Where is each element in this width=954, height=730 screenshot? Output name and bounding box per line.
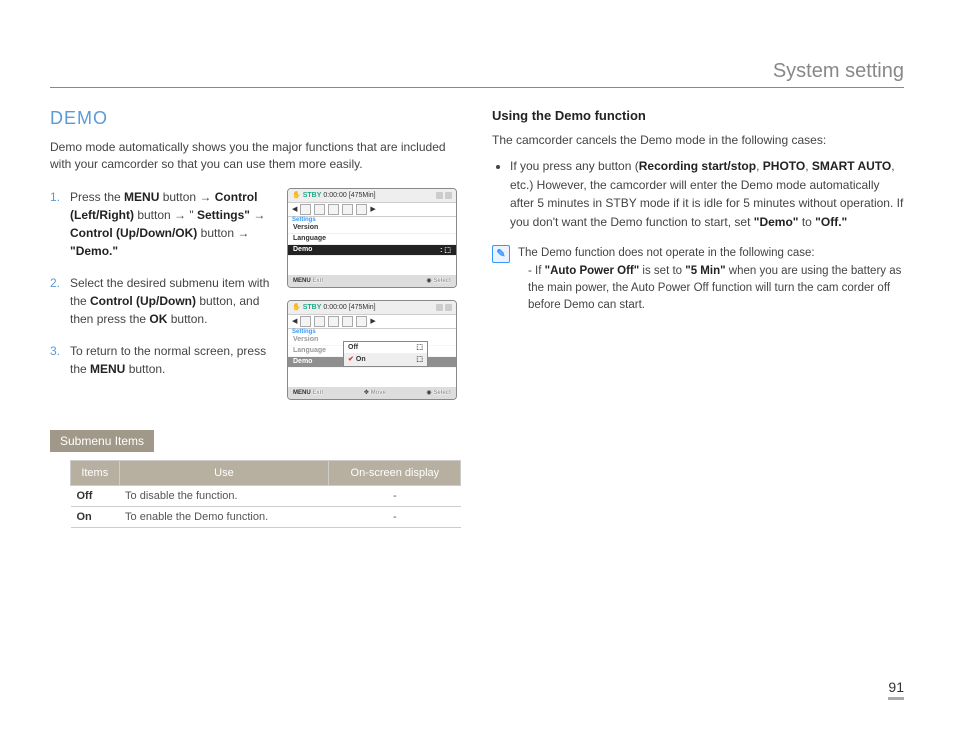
screen-tabs: ◀ ▶ bbox=[288, 203, 456, 217]
screen-previews: ✋ STBY 0:00:00 [475Min] ◀ ▶ bbox=[287, 188, 462, 400]
table-row: Off To disable the function. - bbox=[71, 485, 461, 506]
th-display: On-screen display bbox=[329, 460, 461, 485]
step-2: 2. Select the desired submenu item with … bbox=[50, 274, 277, 328]
screen-preview-2: ✋ STBY 0:00:00 [475Min] ◀ ▶ bbox=[287, 300, 457, 400]
steps-block: 1. Press the MENU button → Control (Left… bbox=[50, 188, 462, 400]
check-icon: ✔ bbox=[348, 356, 354, 363]
list-item-selected: Demo : ⬚ bbox=[288, 245, 456, 256]
tab-icon bbox=[300, 316, 311, 327]
popup-option-on: ✔On ⬚ bbox=[344, 354, 427, 366]
cell-use: To enable the Demo function. bbox=[119, 506, 329, 527]
note-intro: The Demo function does not operate in th… bbox=[518, 245, 904, 262]
stby-label: STBY bbox=[303, 304, 322, 311]
chevron-right-icon: ▶ bbox=[370, 205, 375, 213]
tab-icon bbox=[356, 316, 367, 327]
cancel-cases-para: The camcorder cancels the Demo mode in t… bbox=[492, 131, 904, 149]
step-body: Press the MENU button → Control (Left/Ri… bbox=[70, 188, 277, 260]
screen-footer: MENU Exit ✥ Move ◉ Select bbox=[288, 387, 456, 399]
step-number: 1. bbox=[50, 188, 64, 260]
submenu-items-label: Submenu Items bbox=[50, 430, 154, 452]
table-row: On To enable the Demo function. - bbox=[71, 506, 461, 527]
tab-icon bbox=[314, 204, 325, 215]
chevron-right-icon: ▶ bbox=[370, 317, 375, 325]
content-columns: DEMO Demo mode automatically shows you t… bbox=[50, 108, 904, 528]
screen-footer: MENU Exit ◉ Select bbox=[288, 275, 456, 287]
note-block: ✎ The Demo function does not operate in … bbox=[492, 245, 904, 314]
header-rule: System setting bbox=[50, 60, 904, 88]
th-items: Items bbox=[71, 460, 120, 485]
tab-icon bbox=[300, 204, 311, 215]
using-demo-heading: Using the Demo function bbox=[492, 108, 904, 123]
cell-item: On bbox=[71, 506, 120, 527]
header-title: System setting bbox=[50, 60, 904, 83]
check-icon: : ⬚ bbox=[440, 246, 451, 254]
note-icon: ✎ bbox=[492, 245, 510, 263]
note-text: The Demo function does not operate in th… bbox=[518, 245, 904, 314]
screen-tabs: ◀ ▶ bbox=[288, 315, 456, 329]
steps-text: 1. Press the MENU button → Control (Left… bbox=[50, 188, 277, 392]
page-number: 91 bbox=[888, 679, 904, 700]
th-use: Use bbox=[119, 460, 329, 485]
cell-item: Off bbox=[71, 485, 120, 506]
step-body: To return to the normal screen, press th… bbox=[70, 342, 277, 378]
card-icon bbox=[436, 192, 443, 199]
cell-use: To disable the function. bbox=[119, 485, 329, 506]
card-icon bbox=[436, 304, 443, 311]
tab-icon bbox=[314, 316, 325, 327]
screen-topbar: ✋ STBY 0:00:00 [475Min] bbox=[288, 301, 456, 315]
time-label: 0:00:00 bbox=[323, 192, 346, 199]
screen-popup: Off ⬚ ✔On ⬚ bbox=[343, 341, 428, 367]
remain-label: [475Min] bbox=[349, 304, 376, 311]
hand-icon: ✋ bbox=[292, 303, 301, 311]
tab-icon bbox=[328, 316, 339, 327]
note-list-item: If "Auto Power Off" is set to "5 Min" wh… bbox=[528, 263, 904, 315]
chevron-left-icon: ◀ bbox=[292, 205, 297, 213]
tab-icon bbox=[356, 204, 367, 215]
step-3: 3. To return to the normal screen, press… bbox=[50, 342, 277, 378]
list-item: Version bbox=[288, 223, 456, 234]
chevron-left-icon: ◀ bbox=[292, 317, 297, 325]
step-number: 2. bbox=[50, 274, 64, 328]
tab-icon bbox=[342, 316, 353, 327]
battery-icon bbox=[445, 304, 452, 311]
cell-disp: - bbox=[329, 485, 461, 506]
popup-option-off: Off ⬚ bbox=[344, 342, 427, 354]
step-1: 1. Press the MENU button → Control (Left… bbox=[50, 188, 277, 260]
cell-disp: - bbox=[329, 506, 461, 527]
tab-icon bbox=[328, 204, 339, 215]
remain-label: [475Min] bbox=[349, 192, 376, 199]
left-column: DEMO Demo mode automatically shows you t… bbox=[50, 108, 462, 528]
hand-icon: ✋ bbox=[292, 191, 301, 199]
time-label: 0:00:00 bbox=[323, 304, 346, 311]
battery-icon bbox=[445, 192, 452, 199]
stby-label: STBY bbox=[303, 192, 322, 199]
tab-icon bbox=[342, 204, 353, 215]
intro-paragraph: Demo mode automatically shows you the ma… bbox=[50, 139, 462, 174]
blank-icon: ⬚ bbox=[416, 355, 423, 363]
section-title-demo: DEMO bbox=[50, 108, 462, 129]
screen-topbar: ✋ STBY 0:00:00 [475Min] bbox=[288, 189, 456, 203]
step-number: 3. bbox=[50, 342, 64, 378]
submenu-table: Items Use On-screen display Off To disab… bbox=[70, 460, 461, 528]
cancel-cases-list: If you press any button (Recording start… bbox=[492, 157, 904, 231]
step-body: Select the desired submenu item with the… bbox=[70, 274, 277, 328]
list-item: If you press any button (Recording start… bbox=[510, 157, 904, 231]
right-column: Using the Demo function The camcorder ca… bbox=[492, 108, 904, 528]
blank-icon: ⬚ bbox=[416, 343, 423, 351]
screen-list: Version Language Demo : ⬚ bbox=[288, 223, 456, 256]
screen-preview-1: ✋ STBY 0:00:00 [475Min] ◀ ▶ bbox=[287, 188, 457, 288]
list-item: Language bbox=[288, 234, 456, 245]
